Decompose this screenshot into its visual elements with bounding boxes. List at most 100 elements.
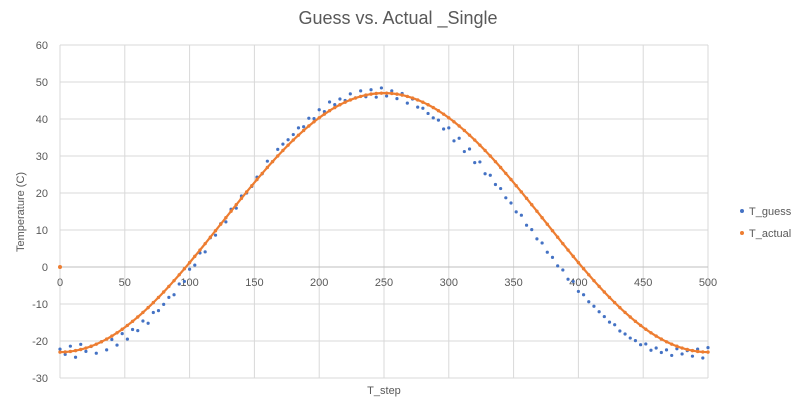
t-guess-point bbox=[473, 161, 477, 165]
t-actual-point bbox=[410, 96, 415, 100]
t-actual-point bbox=[156, 295, 161, 300]
t-actual-point bbox=[530, 203, 534, 207]
t-guess-point bbox=[125, 337, 129, 341]
t-actual-point bbox=[483, 148, 487, 153]
t-guess-point bbox=[374, 95, 378, 99]
t-actual-point bbox=[89, 344, 93, 348]
t-guess-point bbox=[467, 147, 472, 151]
t-actual-point bbox=[690, 348, 695, 353]
t-actual-point bbox=[436, 109, 441, 113]
t-actual-point bbox=[167, 284, 171, 289]
t-actual-point bbox=[659, 337, 664, 341]
series-t-guess bbox=[58, 86, 710, 360]
t-guess-point bbox=[224, 220, 228, 224]
x-tick-label: 300 bbox=[440, 277, 458, 289]
t-actual-point bbox=[649, 331, 653, 335]
t-actual-point bbox=[104, 337, 109, 341]
t-actual-point bbox=[307, 124, 311, 128]
t-guess-point bbox=[701, 356, 705, 360]
t-actual-point bbox=[224, 216, 228, 220]
t-guess-point bbox=[706, 346, 710, 350]
t-guess-point bbox=[73, 355, 78, 359]
t-actual-point bbox=[338, 103, 342, 107]
t-guess-point bbox=[478, 160, 482, 164]
t-guess-point bbox=[146, 321, 150, 325]
t-actual-point bbox=[260, 171, 264, 176]
t-actual-point bbox=[187, 260, 192, 265]
t-guess-point bbox=[670, 353, 674, 358]
t-guess-point bbox=[545, 250, 549, 254]
t-guess-point bbox=[379, 86, 384, 90]
x-tick-label: 500 bbox=[699, 277, 717, 289]
t-actual-point bbox=[550, 229, 555, 233]
t-actual-point bbox=[141, 310, 145, 315]
t-actual-point bbox=[498, 165, 503, 170]
t-actual-point bbox=[561, 241, 565, 246]
t-guess-point bbox=[105, 348, 109, 352]
t-actual-point bbox=[120, 327, 124, 331]
t-actual-point bbox=[587, 273, 591, 277]
t-actual-point bbox=[545, 222, 549, 226]
t-guess-point bbox=[156, 309, 161, 313]
x-tick-label: 350 bbox=[504, 277, 522, 289]
t-actual-point bbox=[94, 342, 98, 346]
t-guess-point bbox=[540, 241, 544, 245]
t-guess-point bbox=[333, 102, 337, 107]
legend-marker-t-guess bbox=[740, 209, 744, 213]
t-actual-point bbox=[628, 315, 632, 319]
t-guess-point bbox=[63, 352, 67, 356]
t-guess-point bbox=[618, 329, 622, 333]
t-guess-point bbox=[447, 126, 451, 130]
t-actual-point bbox=[99, 340, 104, 344]
t-guess-point bbox=[151, 310, 155, 315]
t-actual-point bbox=[115, 331, 119, 335]
t-guess-point bbox=[649, 348, 653, 352]
t-actual-point bbox=[291, 138, 295, 142]
t-guess-point bbox=[493, 182, 498, 187]
t-guess-point bbox=[203, 250, 207, 254]
t-actual-point bbox=[633, 319, 638, 324]
t-actual-point bbox=[706, 350, 710, 354]
t-guess-point bbox=[587, 300, 591, 304]
t-actual-point bbox=[219, 222, 223, 226]
t-actual-point bbox=[58, 350, 62, 354]
t-actual-point bbox=[234, 203, 238, 207]
t-guess-point bbox=[317, 108, 321, 112]
t-actual-point bbox=[63, 350, 67, 354]
t-guess-point bbox=[359, 89, 363, 93]
t-actual-point bbox=[441, 112, 446, 116]
t-guess-point bbox=[384, 94, 389, 98]
y-tick-label: 40 bbox=[36, 114, 48, 126]
t-actual-point bbox=[462, 128, 467, 133]
t-actual-point bbox=[566, 248, 570, 252]
t-actual-point bbox=[602, 290, 607, 294]
t-actual-point bbox=[540, 216, 544, 220]
t-guess-point bbox=[592, 304, 596, 308]
t-guess-point bbox=[188, 267, 192, 271]
t-actual-point bbox=[110, 334, 114, 338]
t-actual-point bbox=[581, 267, 586, 271]
t-guess-point bbox=[696, 347, 700, 351]
t-actual-point bbox=[73, 348, 78, 353]
y-tick-label: 30 bbox=[36, 151, 48, 163]
t-actual-point bbox=[265, 165, 270, 170]
t-guess-point bbox=[675, 347, 679, 351]
y-axis-label: Temperature (C) bbox=[15, 172, 27, 252]
gridlines bbox=[59, 44, 709, 379]
t-actual-point bbox=[317, 116, 321, 120]
t-guess-point bbox=[452, 139, 456, 143]
x-tick-label: 100 bbox=[180, 277, 198, 289]
t-actual-point bbox=[664, 340, 669, 344]
t-guess-point bbox=[462, 149, 466, 154]
t-guess-point bbox=[390, 89, 394, 93]
t-actual-point bbox=[400, 93, 404, 97]
t-actual-point bbox=[130, 319, 135, 324]
t-guess-point bbox=[431, 116, 435, 120]
t-actual-point bbox=[172, 278, 176, 283]
t-actual-point bbox=[353, 96, 358, 100]
t-actual-point bbox=[312, 120, 316, 124]
t-guess-point bbox=[607, 320, 612, 324]
t-guess-point bbox=[597, 310, 601, 314]
t-guess-point bbox=[58, 347, 62, 351]
